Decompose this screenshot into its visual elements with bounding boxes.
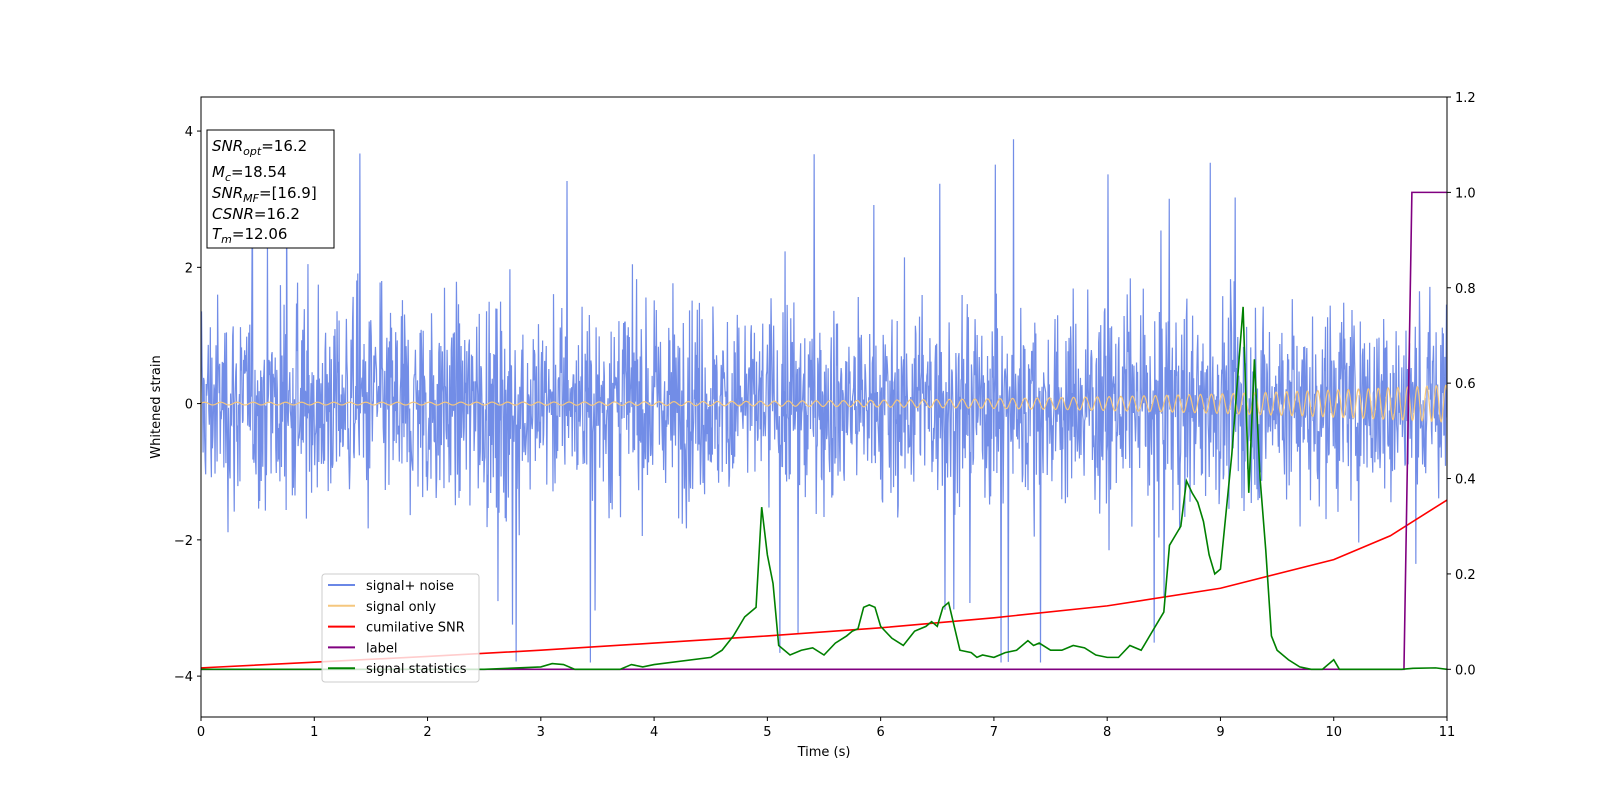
y-right-tick-label: 0.2 — [1455, 568, 1476, 583]
annotation-line: CSNR=16.2 — [212, 205, 300, 223]
annotation-frame — [206, 129, 335, 249]
y-right-tick-label: 0.6 — [1455, 377, 1476, 392]
y-right-tick-label: 0.4 — [1455, 473, 1476, 488]
x-tick-label: 7 — [990, 725, 998, 740]
y-right-tick-label: 1.0 — [1455, 186, 1476, 201]
legend-label-label: label — [366, 641, 397, 656]
x-tick-label: 3 — [537, 725, 545, 740]
plot-frame — [200, 96, 1448, 718]
x-tick-label: 1 — [310, 725, 318, 740]
y-tick-label: −2 — [174, 534, 193, 549]
legend-signal-statistics-label: signal statistics — [366, 662, 467, 677]
y-axis-right: 0.0 0.2 0.4 0.6 0.8 1.0 1.2 — [1447, 91, 1476, 678]
legend-cumulative-snr-label: cumilative SNR — [366, 621, 465, 636]
annotation-line: Tm=12.06 — [212, 225, 287, 246]
annotation-line: Mc=18.54 — [212, 163, 287, 184]
x-tick-label: 8 — [1103, 725, 1111, 740]
y-tick-label: 2 — [185, 261, 193, 276]
y-tick-label: 0 — [185, 398, 193, 413]
annotation-line: SNRopt=16.2 — [212, 137, 307, 158]
legend: signal+ noise signal only cumilative SNR la… — [321, 573, 480, 683]
x-tick-label: 6 — [876, 725, 884, 740]
y-axis-label: Whitened strain — [149, 355, 164, 458]
series-label-line — [201, 191, 1447, 671]
y-tick-label: 4 — [185, 125, 193, 140]
legend-signal-only-label: signal only — [366, 600, 436, 615]
x-axis: 0 1 2 3 4 5 6 7 8 9 10 11 — [197, 717, 1455, 740]
x-axis-label: Time (s) — [797, 745, 851, 760]
x-tick-label: 4 — [650, 725, 658, 740]
series-signal-only-line — [201, 384, 1447, 423]
x-tick-label: 11 — [1439, 725, 1456, 740]
x-tick-label: 5 — [763, 725, 771, 740]
y-axis-left: −4 −2 0 2 4 — [174, 125, 201, 685]
legend-frame — [321, 573, 480, 683]
annotation-line: SNRMF=[16.9] — [212, 184, 317, 205]
x-tick-label: 2 — [423, 725, 431, 740]
x-tick-label: 10 — [1325, 725, 1342, 740]
y-tick-label: −4 — [174, 670, 193, 685]
y-right-tick-label: 1.2 — [1455, 91, 1476, 106]
x-tick-label: 0 — [197, 725, 205, 740]
legend-signal-noise-label: signal+ noise — [366, 579, 454, 594]
y-right-tick-label: 0.0 — [1455, 663, 1476, 678]
y-right-tick-label: 0.8 — [1455, 282, 1476, 297]
annotation-box: SNRopt=16.2 Mc=18.54SNRMF=[16.9]CSNR=16.2… — [206, 129, 335, 249]
series-signal-statistics-line — [201, 306, 1447, 671]
x-tick-label: 9 — [1216, 725, 1224, 740]
series-signal-noise-line — [201, 139, 1447, 663]
